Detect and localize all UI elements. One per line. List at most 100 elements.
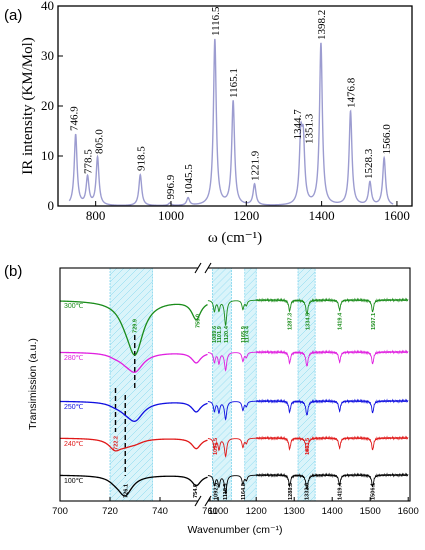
b-peak-label: 1333.5 <box>305 438 311 455</box>
b-peak-label: 1120.4 <box>224 325 230 343</box>
b-hatch-line <box>109 344 153 388</box>
a-x-tick-label: 1200 <box>233 208 259 223</box>
a-peak-label: 1165.1 <box>228 68 240 98</box>
b-hatch-line <box>128 477 153 502</box>
b-hatch-line <box>224 493 232 502</box>
a-spectrum-line <box>68 38 394 207</box>
a-y-tick-label: 20 <box>41 98 54 113</box>
b-hatch-line <box>244 312 257 325</box>
b-series-temp-label: 300℃ <box>64 303 84 310</box>
b-hatch-line <box>142 491 153 502</box>
b-hatch-line <box>212 367 232 388</box>
b-x-tick-label: 700 <box>52 506 68 517</box>
a-x-tick-label: 1400 <box>309 208 335 223</box>
a-peak-label: 1398.2 <box>316 10 328 40</box>
b-peak-label: 1165.9 <box>241 326 247 343</box>
b-hatch-line <box>297 320 316 339</box>
b-hatch-line <box>297 271 316 290</box>
a-peak-label: 996.9 <box>165 174 177 199</box>
b-peak-label: 1287.3 <box>287 313 293 330</box>
b-hatch-line <box>297 278 316 297</box>
b-y-axis-label: Transimission (a.u.) <box>27 338 39 430</box>
b-hatch-line <box>135 484 153 502</box>
a-x-axis-label: ω (cm⁻¹) <box>208 230 262 246</box>
b-hatch-line <box>212 402 232 423</box>
b-break-mark <box>194 262 202 274</box>
b-hatch-line <box>109 267 139 297</box>
b-hatch-line <box>212 325 232 346</box>
b-hatch-line <box>109 421 153 465</box>
b-hatch-line <box>109 267 125 283</box>
b-hatch-line <box>109 414 153 458</box>
b-hatch-line <box>297 481 316 500</box>
b-hatch-line <box>249 494 257 502</box>
b-x-tick-label: 1100 <box>208 506 228 517</box>
panel-a-label: (a) <box>4 7 22 24</box>
b-hatch-line <box>109 372 153 416</box>
b-hatch-line <box>109 267 146 304</box>
b-series-line-right <box>207 435 409 458</box>
b-hatch-line <box>297 267 313 283</box>
b-series-line-left <box>59 437 208 452</box>
b-peak-label: 726.1 <box>123 484 129 498</box>
b-peak-label: 1419.4 <box>338 482 344 500</box>
b-hatch-line <box>244 466 257 479</box>
b-hatch-line <box>244 403 257 416</box>
panel-b-label: (b) <box>4 263 22 280</box>
b-plot-frame <box>59 267 411 502</box>
b-hatch-line <box>297 467 316 486</box>
b-hatch-line <box>297 418 316 437</box>
b-hatch-line <box>297 453 316 472</box>
b-hatch-line <box>109 316 153 360</box>
b-hatch-line <box>109 358 153 402</box>
a-y-tick-label: 0 <box>48 198 55 213</box>
b-series-temp-label: 100℃ <box>64 478 84 485</box>
b-hatch-line <box>109 337 153 381</box>
b-peak-label: 1288.3 <box>288 483 294 500</box>
b-hatch-line <box>244 459 257 472</box>
a-peak-label: 805.0 <box>94 129 106 154</box>
b-hatch-line <box>309 495 316 502</box>
b-hatch-line <box>244 445 257 458</box>
b-hatch-line <box>244 431 257 444</box>
b-hatch-line <box>109 274 153 318</box>
b-hatch-line <box>297 327 316 346</box>
b-hatch-line <box>109 351 153 395</box>
b-hatch-line <box>244 361 257 374</box>
b-hatch-line <box>212 430 232 451</box>
b-hatch-line <box>212 269 232 290</box>
b-hatch-line <box>212 339 232 360</box>
b-hatch-line <box>212 388 232 409</box>
a-peak-label: 1045.5 <box>183 164 195 195</box>
b-hatch-line <box>109 267 118 276</box>
b-hatch-line <box>244 284 257 297</box>
b-series-line-right <box>207 398 409 421</box>
b-hatch-line <box>212 416 232 437</box>
b-hatch-line <box>109 309 153 353</box>
b-hatch-line <box>109 386 153 430</box>
b-hatch-line <box>244 270 257 283</box>
b-hatch-line <box>121 470 153 502</box>
a-peak-label: 1351.3 <box>303 113 315 144</box>
b-hatch-line <box>244 417 257 430</box>
b-hatch-line <box>297 439 316 458</box>
b-hatch-line <box>297 474 316 493</box>
b-highlight-band <box>109 267 153 502</box>
a-y-tick-label: 10 <box>41 148 54 163</box>
b-hatch-line <box>109 288 153 332</box>
b-hatch-line <box>212 395 232 416</box>
a-peak-label: 1344.7 <box>292 109 304 140</box>
b-hatch-line <box>297 341 316 360</box>
b-hatch-line <box>109 393 153 437</box>
b-hatch-line <box>212 283 232 304</box>
b-hatch-line <box>212 267 220 276</box>
b-hatch-line <box>297 306 316 325</box>
b-x-tick-label: 1200 <box>246 506 267 517</box>
b-hatch-line <box>212 346 232 367</box>
b-x-axis-label: Wavenumber (cm⁻¹) <box>188 524 283 536</box>
b-hatch-line <box>297 383 316 402</box>
b-hatch-line <box>109 302 153 346</box>
b-peak-label: 754.0 <box>193 484 199 498</box>
b-hatch-line <box>109 323 153 367</box>
